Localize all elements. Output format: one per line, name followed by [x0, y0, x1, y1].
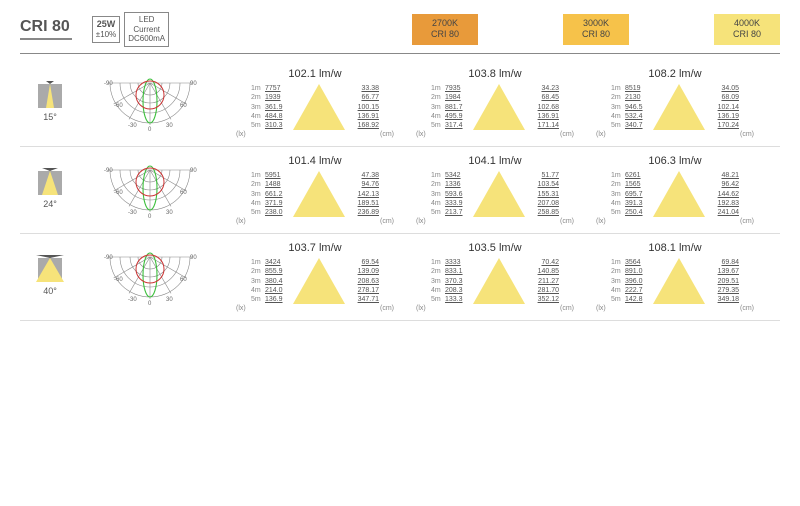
- svg-text:-30: -30: [128, 297, 137, 303]
- svg-text:90: 90: [190, 168, 197, 174]
- lux-column: 1m33332m833.13m370.34m208.35m133.3: [431, 258, 469, 303]
- cone-shape-icon: [653, 258, 705, 304]
- lux-column: 1m79352m19843m881.74m495.95m317.4: [431, 84, 469, 129]
- angle-cell: 15°: [20, 84, 80, 122]
- svg-text:-30: -30: [128, 210, 137, 216]
- svg-text:-60: -60: [114, 277, 123, 283]
- svg-text:60: 60: [180, 103, 187, 109]
- light-cone-diagram: 1m53422m13363m593.64m333.95m213.7 51.771…: [410, 171, 580, 217]
- data-cell: 106.3 lm/w 1m62612m15653m695.74m391.35m2…: [590, 155, 760, 225]
- cone-shape-icon: [653, 171, 705, 217]
- data-cell: 108.1 lm/w 1m35642m891.03m396.04m222.75m…: [590, 242, 760, 312]
- light-cone-diagram: 1m62612m15653m695.74m391.35m250.4 48.219…: [590, 171, 760, 217]
- lux-column: 1m53422m13363m593.64m333.95m213.7: [431, 171, 469, 216]
- lux-column: 1m34242m855.93m380.44m214.05m136.9: [251, 258, 289, 303]
- efficacy-value: 102.1 lm/w: [230, 68, 400, 80]
- data-cell: 103.7 lm/w 1m34242m855.93m380.44m214.05m…: [230, 242, 400, 312]
- cm-column: 70.42140.85211.27281.70352.12: [529, 258, 559, 303]
- cm-column: 51.77103.54155.31207.08258.85: [529, 171, 559, 216]
- cone-shape-icon: [653, 84, 705, 130]
- cct-badge: 4000KCRI 80: [714, 14, 780, 45]
- svg-text:-30: -30: [128, 123, 137, 129]
- cm-column: 69.84139.67209.51279.35349.18: [709, 258, 739, 303]
- beam-row: 40° -90 90 -60 60 -30 30 0 103.7 lm/w 1m…: [20, 234, 780, 321]
- cone-shape-icon: [293, 258, 345, 304]
- beam-row: 24° -90 90 -60 60 -30 30 0 101.4 lm/w 1m…: [20, 147, 780, 234]
- svg-text:30: 30: [166, 210, 173, 216]
- beam-row: 15° -90 90 -60 60 -30 30 0 102.1 lm/w 1m…: [20, 60, 780, 147]
- svg-text:30: 30: [166, 297, 173, 303]
- angle-label: 24°: [20, 199, 80, 209]
- efficacy-value: 103.8 lm/w: [410, 68, 580, 80]
- efficacy-value: 103.5 lm/w: [410, 242, 580, 254]
- data-cell: 108.2 lm/w 1m85192m21303m946.54m532.45m3…: [590, 68, 760, 138]
- cm-column: 48.2196.42144.62192.83241.04: [709, 171, 739, 216]
- light-cone-diagram: 1m85192m21303m946.54m532.45m340.7 34.056…: [590, 84, 760, 130]
- angle-label: 40°: [20, 286, 80, 296]
- beam-angle-table: 15° -90 90 -60 60 -30 30 0 102.1 lm/w 1m…: [20, 60, 780, 321]
- header-row: CRI 80 25W ±10% LED Current DC600mA 2700…: [20, 12, 780, 54]
- svg-text:60: 60: [180, 277, 187, 283]
- cct-badge: 3000KCRI 80: [563, 14, 629, 45]
- cct-badges: 2700KCRI 80 3000KCRI 80 4000KCRI 80: [412, 14, 780, 45]
- light-cone-diagram: 1m35642m891.03m396.04m222.75m142.8 69.84…: [590, 258, 760, 304]
- svg-text:-60: -60: [114, 190, 123, 196]
- beam-angle-icon: [38, 258, 62, 282]
- svg-text:60: 60: [180, 190, 187, 196]
- wattage-box: 25W ±10%: [92, 16, 120, 42]
- efficacy-value: 108.1 lm/w: [590, 242, 760, 254]
- svg-text:90: 90: [190, 81, 197, 87]
- light-cone-diagram: 1m33332m833.13m370.34m208.35m133.3 70.42…: [410, 258, 580, 304]
- light-cone-diagram: 1m59512m14883m661.24m371.95m238.0 47.389…: [230, 171, 400, 217]
- light-cone-diagram: 1m77572m19393m361.94m484.85m310.3 33.386…: [230, 84, 400, 130]
- cm-column: 47.3894.76142.13189.51236.89: [349, 171, 379, 216]
- svg-text:30: 30: [166, 123, 173, 129]
- cone-shape-icon: [473, 171, 525, 217]
- cone-shape-icon: [473, 84, 525, 130]
- efficacy-value: 103.7 lm/w: [230, 242, 400, 254]
- efficacy-value: 106.3 lm/w: [590, 155, 760, 167]
- polar-diagram: -90 90 -60 60 -30 30 0: [80, 245, 220, 309]
- beam-angle-icon: [38, 84, 62, 108]
- data-cell: 104.1 lm/w 1m53422m13363m593.64m333.95m2…: [410, 155, 580, 225]
- cone-shape-icon: [473, 258, 525, 304]
- svg-text:-90: -90: [104, 168, 113, 174]
- cm-column: 33.3866.77100.15136.91168.92: [349, 84, 379, 129]
- lux-column: 1m62612m15653m695.74m391.35m250.4: [611, 171, 649, 216]
- cct-badge: 2700KCRI 80: [412, 14, 478, 45]
- lux-column: 1m59512m14883m661.24m371.95m238.0: [251, 171, 289, 216]
- cone-shape-icon: [293, 171, 345, 217]
- svg-text:0: 0: [148, 214, 152, 220]
- light-cone-diagram: 1m34242m855.93m380.44m214.05m136.9 69.54…: [230, 258, 400, 304]
- angle-cell: 24°: [20, 171, 80, 209]
- efficacy-value: 104.1 lm/w: [410, 155, 580, 167]
- angle-cell: 40°: [20, 258, 80, 296]
- light-cone-diagram: 1m79352m19843m881.74m495.95m317.4 34.236…: [410, 84, 580, 130]
- data-cell: 103.5 lm/w 1m33332m833.13m370.34m208.35m…: [410, 242, 580, 312]
- cm-column: 69.54139.09208.63278.17347.71: [349, 258, 379, 303]
- cone-shape-icon: [293, 84, 345, 130]
- efficacy-value: 108.2 lm/w: [590, 68, 760, 80]
- polar-diagram: -90 90 -60 60 -30 30 0: [80, 158, 220, 222]
- lux-column: 1m35642m891.03m396.04m222.75m142.8: [611, 258, 649, 303]
- svg-text:-90: -90: [104, 255, 113, 261]
- svg-text:0: 0: [148, 127, 152, 133]
- svg-text:-90: -90: [104, 81, 113, 87]
- lux-column: 1m77572m19393m361.94m484.85m310.3: [251, 84, 289, 129]
- angle-label: 15°: [20, 112, 80, 122]
- beam-angle-icon: [38, 171, 62, 195]
- data-cell: 101.4 lm/w 1m59512m14883m661.24m371.95m2…: [230, 155, 400, 225]
- data-cell: 102.1 lm/w 1m77572m19393m361.94m484.85m3…: [230, 68, 400, 138]
- svg-text:0: 0: [148, 301, 152, 307]
- cri-label: CRI 80: [20, 18, 72, 40]
- data-cell: 103.8 lm/w 1m79352m19843m881.74m495.95m3…: [410, 68, 580, 138]
- efficacy-value: 101.4 lm/w: [230, 155, 400, 167]
- led-current-box: LED Current DC600mA: [124, 12, 169, 47]
- polar-diagram: -90 90 -60 60 -30 30 0: [80, 71, 220, 135]
- svg-text:90: 90: [190, 255, 197, 261]
- svg-text:-60: -60: [114, 103, 123, 109]
- cm-column: 34.0568.09102.14136.19170.24: [709, 84, 739, 129]
- cm-column: 34.2368.45102.68136.91171.14: [529, 84, 559, 129]
- lux-column: 1m85192m21303m946.54m532.45m340.7: [611, 84, 649, 129]
